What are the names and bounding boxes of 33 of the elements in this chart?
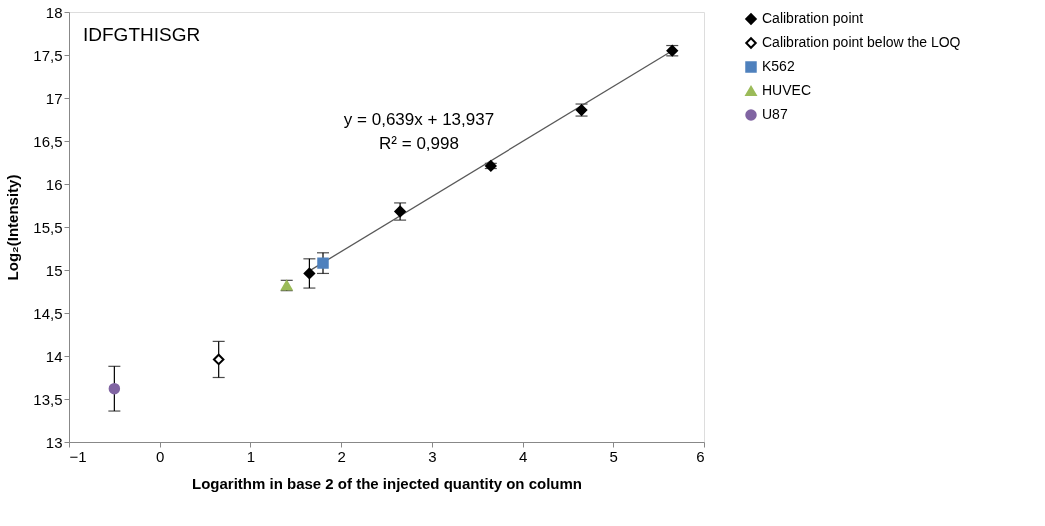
legend-label: Calibration point — [762, 10, 864, 26]
y-tick-label: 17,5 — [33, 46, 63, 64]
legend-label: U87 — [762, 106, 788, 122]
legend-label: K562 — [762, 58, 795, 74]
y-tick-label: 14 — [45, 347, 63, 365]
x-axis-title: Logarithm in base 2 of the injected quantity on column — [191, 474, 583, 492]
y-tick-label: 18 — [45, 3, 63, 21]
x-tick-label: 2 — [337, 447, 346, 465]
x-tick-label: 4 — [518, 447, 528, 465]
y-tick-label: 13,5 — [33, 390, 63, 408]
x-tick-label: 3 — [428, 447, 437, 465]
y-tick-label: 14,5 — [33, 304, 63, 322]
y-tick-label: 17 — [45, 89, 63, 107]
point — [212, 353, 225, 366]
y-tick-label: 16 — [45, 175, 63, 193]
y-axis-title: Log₂(Intensity) — [4, 174, 22, 281]
text: IDFGTHISGR — [83, 24, 201, 45]
y-tick-label: 16,5 — [33, 132, 63, 150]
point — [108, 382, 121, 395]
annotation: R² = 0,998 — [379, 134, 459, 153]
x-tick-label: 6 — [696, 447, 705, 465]
y-tick-label: 15 — [45, 261, 63, 279]
y-tick-label: 13 — [45, 433, 63, 451]
point — [303, 267, 316, 280]
annotation: y = 0,639x + 13,937 — [343, 110, 495, 129]
legend-label: Calibration point below the LOQ — [762, 34, 961, 50]
x-tick-label: −1 — [69, 447, 87, 465]
x-tick-label: 1 — [246, 447, 256, 465]
y-tick-label: 15,5 — [33, 218, 63, 236]
x-tick-label: 5 — [609, 447, 618, 465]
legend-label: HUVEC — [762, 82, 812, 98]
point — [317, 257, 329, 269]
x-tick-label: 0 — [156, 447, 165, 465]
